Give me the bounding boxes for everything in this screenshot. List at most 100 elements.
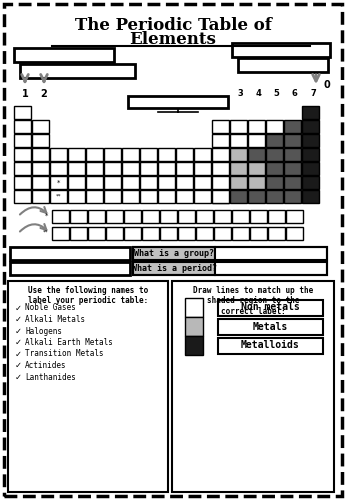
Bar (302, 106, 319, 119)
Bar (176, 176, 193, 189)
Bar (20, 64, 135, 78)
Text: What is a group?: What is a group? (134, 249, 214, 258)
Bar (106, 210, 123, 223)
Text: ✓: ✓ (15, 338, 21, 347)
Bar (14, 134, 31, 147)
Text: 5: 5 (273, 89, 279, 98)
Bar (86, 162, 103, 175)
Text: *: * (45, 212, 48, 218)
Bar (266, 162, 283, 175)
Text: 1: 1 (21, 89, 28, 99)
Bar (68, 190, 85, 203)
Bar (88, 227, 105, 240)
Text: 0: 0 (324, 80, 331, 90)
Bar (212, 162, 229, 175)
Bar (230, 162, 247, 175)
Text: 2: 2 (40, 89, 47, 99)
Text: **: ** (56, 194, 61, 199)
Bar (14, 176, 31, 189)
Bar (158, 176, 175, 189)
Bar (70, 210, 87, 223)
Bar (284, 190, 301, 203)
Bar (212, 162, 229, 175)
Text: Non metals: Non metals (240, 302, 299, 312)
Bar (266, 190, 283, 203)
Text: ✓: ✓ (15, 315, 21, 324)
Bar (14, 148, 31, 161)
Bar (106, 227, 123, 240)
Bar (248, 120, 265, 133)
Text: Actinides: Actinides (25, 361, 67, 370)
Bar (124, 227, 141, 240)
Bar (248, 176, 265, 189)
Text: The Periodic Table of: The Periodic Table of (74, 18, 272, 34)
Text: ✓: ✓ (15, 372, 21, 382)
Bar (248, 190, 265, 203)
Bar (194, 176, 211, 189)
Bar (52, 210, 69, 223)
Bar (50, 190, 67, 203)
Bar (212, 134, 229, 147)
Bar (250, 227, 267, 240)
Bar (86, 190, 103, 203)
Bar (230, 148, 247, 161)
Bar (212, 176, 229, 189)
Bar (122, 162, 139, 175)
Bar (230, 190, 247, 203)
Bar (196, 227, 213, 240)
Bar (302, 148, 319, 161)
Text: Alkali Earth Metals: Alkali Earth Metals (25, 338, 113, 347)
Bar (32, 134, 49, 147)
Text: Noble Gases: Noble Gases (25, 304, 76, 312)
Bar (32, 120, 49, 133)
Text: ✓: ✓ (15, 361, 21, 370)
Bar (86, 148, 103, 161)
Bar (284, 162, 301, 175)
Bar (122, 148, 139, 161)
Bar (133, 247, 215, 260)
Bar (32, 190, 49, 203)
Bar (172, 281, 334, 492)
Bar (185, 298, 203, 317)
Bar (142, 227, 159, 240)
Bar (104, 190, 121, 203)
Bar (176, 162, 193, 175)
Bar (14, 120, 31, 133)
Text: Lanthanides: Lanthanides (25, 372, 76, 382)
Bar (14, 190, 31, 203)
Bar (104, 162, 121, 175)
Text: 6: 6 (291, 89, 297, 98)
Bar (176, 190, 193, 203)
Bar (302, 120, 319, 133)
Bar (160, 210, 177, 223)
Bar (160, 227, 177, 240)
Bar (214, 227, 231, 240)
Text: Halogens: Halogens (25, 326, 62, 336)
Bar (215, 262, 327, 275)
Bar (142, 210, 159, 223)
Bar (10, 262, 130, 275)
Text: 7: 7 (310, 89, 316, 98)
Bar (178, 227, 195, 240)
Bar (215, 247, 327, 260)
Text: 3: 3 (237, 89, 243, 98)
Bar (196, 210, 213, 223)
Bar (14, 162, 31, 175)
Text: ✓: ✓ (15, 350, 21, 358)
Bar (68, 176, 85, 189)
Bar (218, 318, 323, 334)
Bar (218, 300, 323, 316)
Text: *: * (57, 180, 60, 186)
Bar (10, 247, 130, 260)
Bar (266, 148, 283, 161)
Bar (133, 262, 215, 275)
Bar (122, 176, 139, 189)
Bar (302, 176, 319, 189)
Bar (230, 120, 247, 133)
Bar (68, 162, 85, 175)
Bar (266, 176, 283, 189)
Bar (266, 120, 283, 133)
Bar (212, 120, 229, 133)
Bar (32, 162, 49, 175)
Bar (302, 134, 319, 147)
